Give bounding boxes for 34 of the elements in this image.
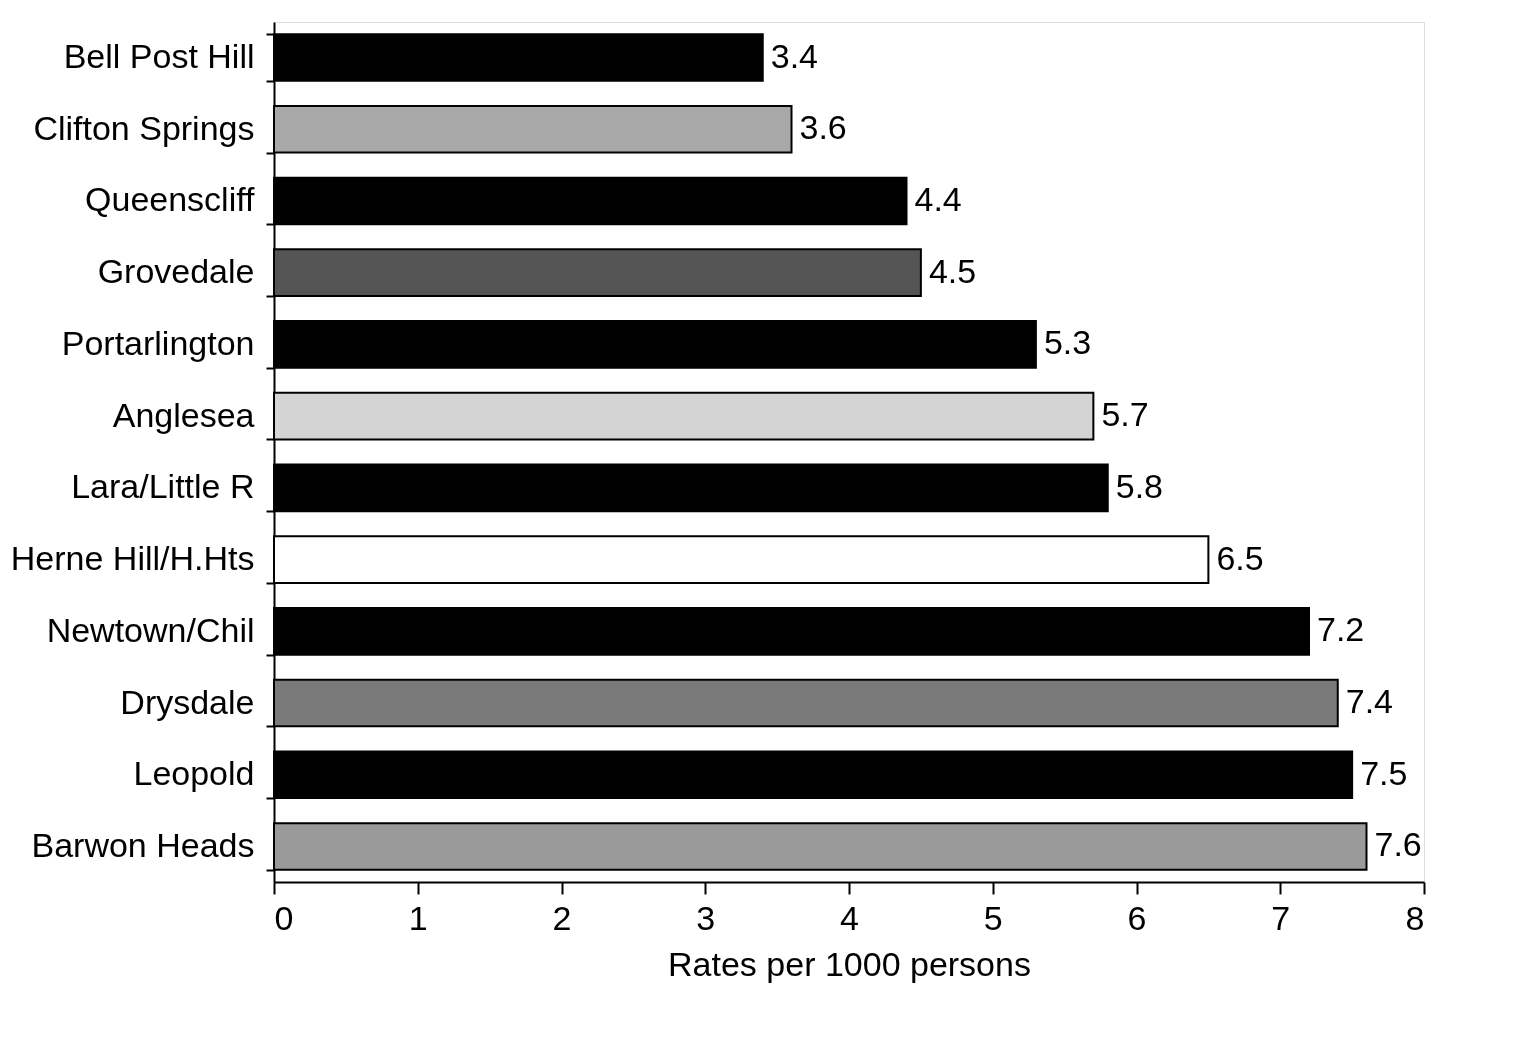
x-tick-label: 7 [1271, 898, 1291, 937]
data-label: 5.7 [1101, 395, 1149, 434]
x-tick-label: 1 [408, 898, 428, 937]
y-tick-label: Anglesea [112, 395, 255, 434]
y-tick-label: Drysdale [120, 682, 255, 721]
x-tick-label: 8 [1405, 898, 1425, 937]
x-tick-label: 2 [552, 898, 572, 937]
x-tick-label: 6 [1127, 898, 1147, 937]
y-tick-label: Newtown/Chil [46, 610, 255, 649]
x-tick-label: 0 [274, 898, 294, 937]
y-tick-label: Lara/Little R [71, 467, 255, 506]
data-label: 7.5 [1360, 753, 1408, 792]
y-tick-label: Clifton Springs [33, 108, 255, 147]
x-tick-label: 4 [840, 898, 859, 937]
y-tick-label: Portarlington [61, 323, 255, 362]
data-label: 3.4 [770, 36, 819, 75]
data-label: 7.6 [1374, 825, 1422, 864]
x-tick-label: 3 [696, 898, 716, 937]
data-label: 3.6 [799, 108, 847, 147]
data-label: 4.4 [914, 179, 962, 218]
y-tick-label: Bell Post Hill [63, 37, 255, 75]
x-tick-label: 5 [983, 898, 1003, 937]
data-label: 7.4 [1345, 682, 1394, 721]
data-label: 7.2 [1317, 610, 1365, 649]
y-tick-label: Barwon Heads [31, 826, 255, 864]
x-axis-title: Rates per 1000 persons [668, 944, 1031, 983]
data-label: 5.8 [1115, 466, 1164, 505]
y-tick-label: Grovedale [97, 252, 255, 291]
data-label: 6.5 [1216, 538, 1264, 577]
data-label: 5.3 [1043, 323, 1092, 362]
data-label: 4.5 [928, 251, 977, 290]
y-tick-label: Queenscliff [85, 180, 256, 219]
y-tick-label: Herne Hill/H.Hts [10, 539, 255, 578]
y-tick-label: Leopold [133, 754, 255, 793]
